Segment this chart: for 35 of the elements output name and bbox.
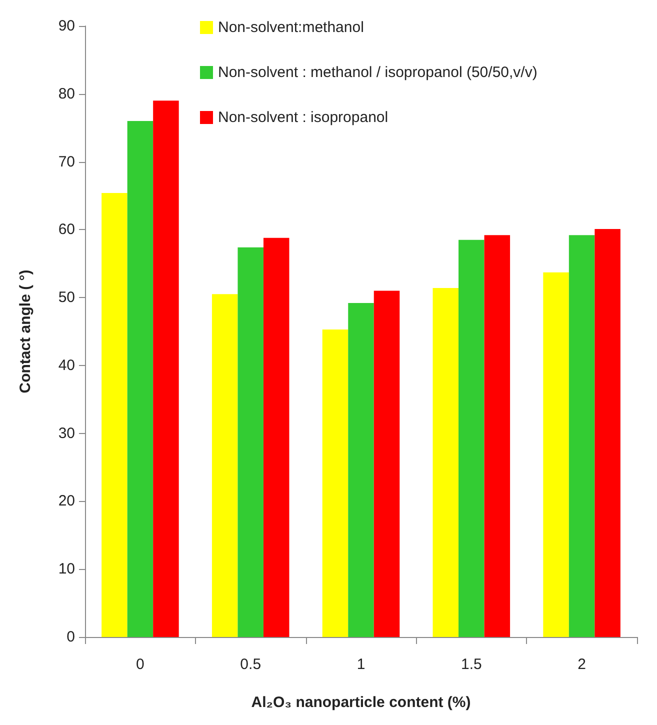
bar bbox=[153, 100, 179, 637]
y-tick-label: 50 bbox=[58, 289, 75, 306]
y-tick-label: 30 bbox=[58, 424, 75, 442]
x-tick-label: 2 bbox=[578, 656, 586, 673]
bar bbox=[348, 302, 374, 637]
bar bbox=[568, 235, 595, 637]
y-tick-label: 20 bbox=[58, 492, 75, 510]
bar bbox=[374, 290, 400, 637]
bar bbox=[484, 235, 510, 637]
bar bbox=[432, 288, 459, 637]
bar bbox=[102, 193, 128, 637]
bar bbox=[238, 247, 264, 637]
bar bbox=[263, 238, 290, 637]
bar bbox=[543, 272, 569, 637]
bar bbox=[127, 121, 154, 637]
x-tick-label: 0 bbox=[136, 656, 144, 673]
y-axis-title: Contact angle ( °) bbox=[17, 270, 34, 394]
x-tick-label: 0.5 bbox=[240, 656, 262, 673]
legend-label: Non-solvent:methanol bbox=[218, 19, 364, 36]
y-tick-label: 70 bbox=[58, 153, 75, 170]
y-tick-label: 60 bbox=[58, 221, 75, 238]
legend-label: Non-solvent : methanol / isopropanol (50/50,v/v) bbox=[218, 64, 538, 81]
y-tick-label: 90 bbox=[58, 18, 75, 34]
legend-label: Non-solvent : isopropanol bbox=[218, 109, 388, 126]
x-tick-label: 1 bbox=[356, 656, 366, 673]
bar bbox=[458, 240, 484, 637]
y-tick-label: 10 bbox=[58, 560, 75, 578]
y-tick-label: 40 bbox=[58, 356, 75, 374]
bar bbox=[594, 228, 620, 637]
bar bbox=[322, 329, 348, 637]
x-axis-title: Al₂O₃ nanoparticle content (%) bbox=[251, 694, 471, 711]
x-tick-label: 1.5 bbox=[460, 656, 482, 673]
bar bbox=[212, 294, 238, 637]
y-tick-label: 0 bbox=[66, 628, 75, 646]
y-tick-label: 80 bbox=[58, 85, 75, 102]
